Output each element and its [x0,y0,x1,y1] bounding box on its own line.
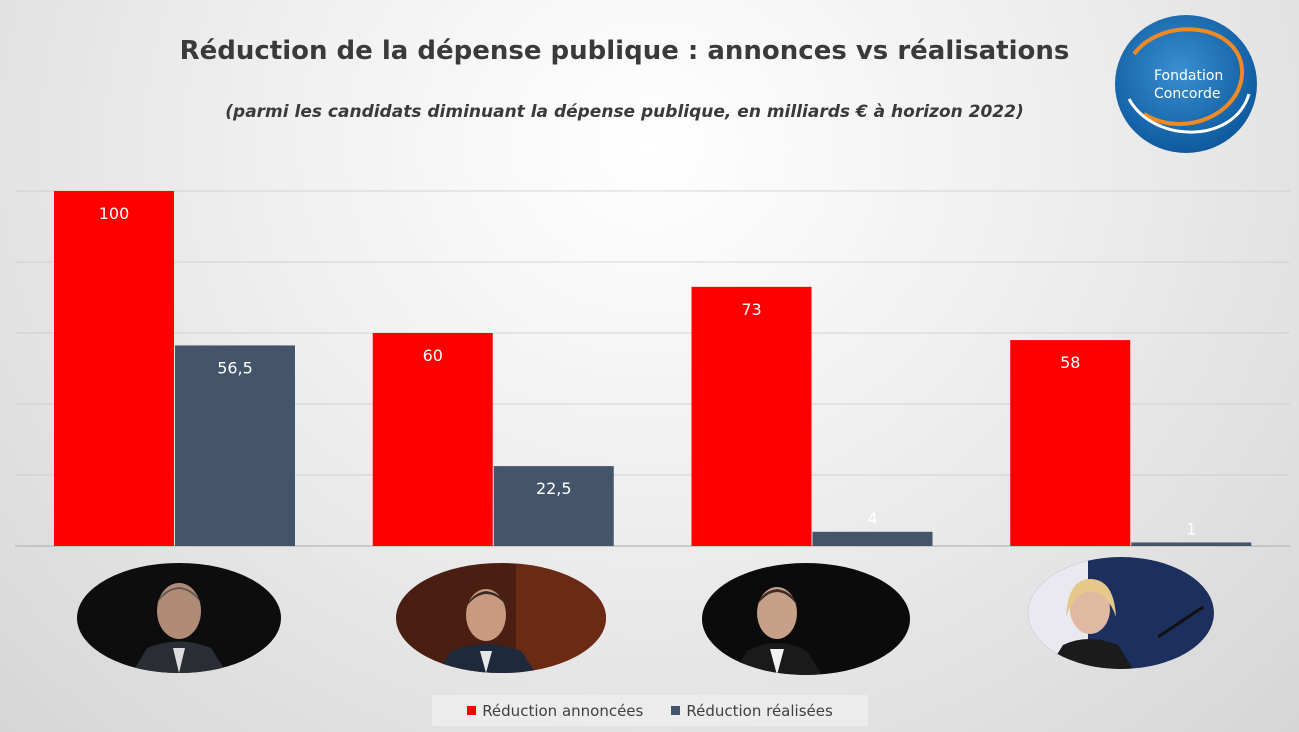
legend-swatch-announced [467,706,477,715]
logo-line-1: Fondation [1154,68,1223,84]
bar-realized [1131,542,1252,546]
legend-item-realized: Réduction réalisées [671,701,833,720]
legend-label-announced: Réduction annoncées [482,701,644,720]
bar-announced [691,286,812,546]
legend-label-realized: Réduction réalisées [686,701,833,720]
bar-realized [493,466,614,546]
bar-realized [812,531,933,546]
legend-item-announced: Réduction annoncées [467,702,643,720]
bar-label-announced: 60 [423,346,443,365]
bar-labels: 100 56,5 60 22,5 73 4 58 1 [99,204,1197,538]
bar-label-announced: 100 [99,204,130,223]
candidate-4-portrait [1028,557,1214,669]
bar-realized [175,345,295,546]
bar-announced [1010,340,1131,546]
bar-label-realized: 1 [1186,519,1196,538]
bar-label-realized: 22,5 [536,479,572,498]
candidate-3-portrait [702,563,910,675]
logo-line-2: Concorde [1154,86,1221,102]
bar-label-announced: 73 [741,300,761,319]
bar-label-realized: 4 [867,509,877,528]
bar-label-announced: 58 [1060,353,1080,372]
chart-title: Réduction de la dépense publique : annon… [179,36,1070,66]
candidate-1-portrait [77,563,281,673]
fondation-concorde-logo: Fondation Concorde [1115,15,1257,153]
bar-label-realized: 56,5 [217,358,253,377]
legend-swatch-realized [671,706,681,715]
legend: Réduction annoncées Réduction réalisées [432,695,868,726]
bar-announced [372,333,493,546]
candidate-2-portrait [396,563,606,673]
bars [54,191,1252,546]
bar-announced [54,191,174,546]
chart-subtitle: (parmi les candidats diminuant la dépens… [225,102,1024,122]
